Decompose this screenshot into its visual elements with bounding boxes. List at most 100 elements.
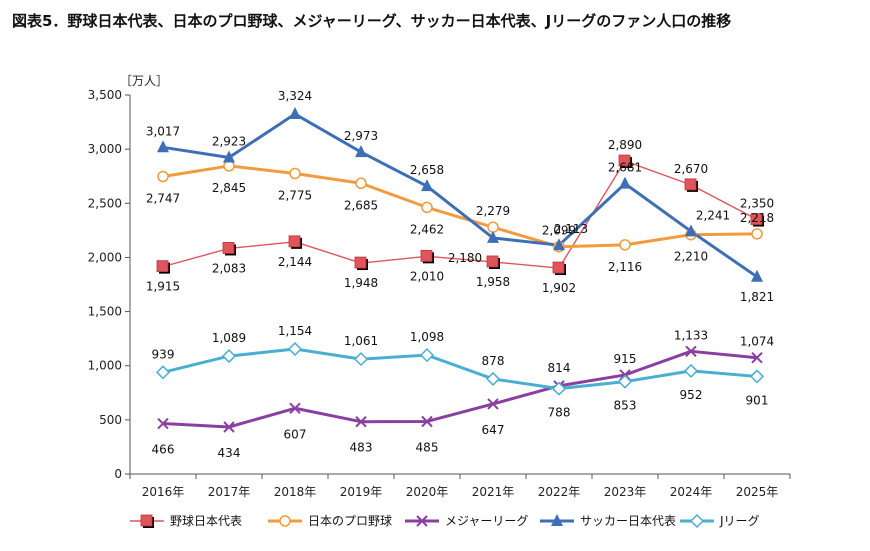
data-label-1-5: 2,279 [476, 204, 510, 218]
y-tick-label: 3,000 [88, 142, 122, 156]
y-tick-label: 0 [114, 467, 122, 481]
x-tick-label: 2025年 [736, 485, 779, 499]
x-tick-label: 2022年 [538, 485, 581, 499]
x-tick-label: 2024年 [670, 485, 713, 499]
data-point-0-8 [684, 178, 697, 191]
data-label-4-2: 1,154 [278, 324, 312, 338]
x-tick-label: 2017年 [208, 485, 251, 499]
data-point-2-0 [157, 417, 169, 430]
data-label-0-8: 2,670 [674, 162, 708, 176]
data-point-4-1 [221, 349, 237, 364]
data-label-0-2: 2,144 [278, 255, 312, 269]
legend-marker-1 [279, 515, 291, 527]
data-point-1-2 [289, 167, 301, 180]
data-point-2-2 [289, 402, 301, 414]
data-label-2-8: 1,133 [674, 328, 708, 342]
data-point-2-5 [487, 398, 499, 410]
y-tick-label: 2,500 [88, 196, 122, 210]
data-point-0-3 [354, 256, 367, 269]
series-line-4 [162, 347, 758, 391]
data-point-2-8 [685, 345, 697, 358]
data-point-2-4 [421, 415, 433, 428]
legend-label-3: サッカー日本代表 [580, 514, 676, 528]
data-label-0-4: 2,010 [410, 269, 444, 283]
data-label-0-3: 1,948 [344, 276, 378, 290]
data-label-4-6: 788 [548, 406, 571, 420]
data-label-1-7: 2,116 [608, 260, 642, 274]
data-point-3-5 [487, 230, 499, 243]
data-label-2-9: 1,074 [740, 335, 774, 349]
data-label-3-1: 2,923 [212, 134, 246, 148]
legend-label-2: メジャーリーグ [445, 514, 528, 528]
data-label-3-4: 2,658 [410, 163, 444, 177]
data-point-0-1 [222, 242, 235, 254]
x-tick-label: 2016年 [142, 485, 185, 499]
data-label-1-4: 2,462 [410, 222, 444, 236]
data-point-4-0 [155, 365, 171, 380]
data-label-1-2: 2,775 [278, 189, 312, 203]
y-axis-label: ［万人］ [120, 74, 168, 88]
data-point-3-1 [223, 150, 235, 163]
data-point-1-5 [487, 221, 499, 233]
data-point-4-4 [419, 348, 435, 363]
data-point-3-6 [553, 238, 565, 251]
legend-marker-4 [689, 513, 705, 529]
y-tick-label: 2,000 [88, 250, 122, 264]
data-label-3-7: 2,681 [608, 161, 642, 175]
data-label-4-9: 901 [746, 393, 769, 407]
data-point-3-7 [619, 176, 631, 189]
data-label-2-4: 485 [416, 440, 439, 454]
data-point-3-4 [421, 179, 433, 192]
data-point-1-9 [751, 228, 763, 240]
data-point-0-5 [486, 255, 499, 268]
data-label-4-5: 878 [482, 354, 505, 368]
x-tick-label: 2019年 [340, 485, 383, 499]
data-point-4-3 [353, 352, 369, 367]
data-label-0-7: 2,890 [608, 138, 642, 152]
data-point-1-4 [421, 201, 433, 214]
data-point-2-3 [355, 415, 367, 428]
data-label-4-4: 1,098 [410, 330, 444, 344]
chart-title: 図表5．野球日本代表、日本のプロ野球、メジャーリーグ、サッカー日本代表、Jリーグ… [12, 12, 732, 30]
data-label-3-8: 2,241 [696, 208, 730, 222]
y-tick-label: 1,000 [88, 359, 122, 373]
data-point-0-2 [288, 235, 301, 248]
data-point-2-1 [223, 421, 235, 433]
data-point-4-8 [683, 363, 699, 378]
data-label-1-8: 2,210 [674, 250, 708, 264]
data-point-1-3 [355, 177, 367, 190]
data-point-0-7 [618, 154, 631, 167]
data-point-4-5 [485, 371, 501, 386]
legend-label-4: Jリーグ [719, 514, 760, 528]
series-line-2 [162, 349, 758, 429]
data-label-2-7: 915 [614, 352, 637, 366]
data-point-1-7 [619, 239, 631, 251]
y-tick-label: 3,500 [88, 88, 122, 102]
data-label-1-6: 2,099 [542, 224, 576, 238]
data-label-3-2: 3,324 [278, 89, 312, 103]
series-line-1 [162, 164, 758, 249]
data-label-0-1: 2,083 [212, 261, 246, 275]
data-label-0-9: 2,350 [740, 197, 774, 211]
legend-marker-2 [416, 515, 428, 527]
x-tick-label: 2023年 [604, 485, 647, 499]
data-label-2-0: 466 [152, 443, 175, 457]
x-tick-label: 2021年 [472, 485, 515, 499]
data-label-1-1: 2,845 [212, 181, 246, 195]
legend-marker-3 [551, 514, 563, 526]
data-point-2-9 [751, 351, 763, 364]
x-tick-label: 2020年 [406, 485, 449, 499]
data-label-1-9: 2,218 [740, 211, 774, 225]
data-label-2-3: 483 [350, 441, 373, 455]
legend-marker-0 [140, 514, 153, 527]
data-label-4-3: 1,061 [344, 334, 378, 348]
data-label-2-6: 814 [548, 361, 571, 375]
data-point-4-9 [749, 369, 765, 384]
data-label-4-0: 939 [152, 347, 175, 361]
data-label-2-1: 434 [218, 446, 241, 460]
data-label-2-2: 607 [284, 427, 307, 441]
data-label-3-6: 2,113 [554, 222, 588, 236]
data-point-3-8 [685, 224, 697, 237]
data-label-3-5: 2,180 [448, 251, 482, 265]
series-line-0 [162, 160, 758, 269]
